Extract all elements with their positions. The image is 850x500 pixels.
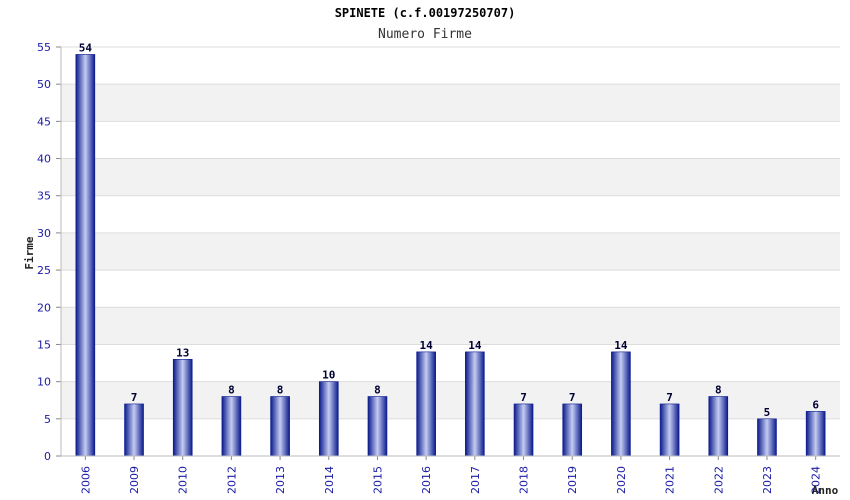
bar-2013 <box>270 396 290 457</box>
x-axis-ticks: 2006 2009 2010 2012 2013 2014 2015 2016 2017 2018… <box>79 456 823 494</box>
grid-band <box>61 232 840 271</box>
x-tick-label-2012: 2012 <box>225 466 238 494</box>
data-label-2012: 8 <box>228 384 235 397</box>
data-label-2017: 14 <box>468 339 482 352</box>
x-axis-label: Anno <box>812 484 839 497</box>
bar-2019 <box>562 403 583 457</box>
data-label-2020: 14 <box>614 339 628 352</box>
x-tick-label-2006: 2006 <box>79 466 92 494</box>
data-label-2021: 7 <box>666 391 673 404</box>
data-label-2006: 54 <box>79 41 93 54</box>
grid-bands <box>61 84 840 419</box>
x-tick-label-2021: 2021 <box>664 466 677 494</box>
bars <box>75 54 826 457</box>
x-tick-label-2020: 2020 <box>615 466 628 494</box>
chart-title: SPINETE (c.f.00197250707) <box>335 6 516 20</box>
x-tick-label-2013: 2013 <box>274 466 287 494</box>
bar-2006 <box>75 54 96 457</box>
y-tick-label: 15 <box>37 338 51 351</box>
x-tick-label-2014: 2014 <box>323 466 336 494</box>
y-tick-label: 45 <box>37 115 51 128</box>
bar-2012 <box>221 396 242 457</box>
bar-2020 <box>611 351 631 457</box>
data-label-2016: 14 <box>420 339 434 352</box>
x-tick-label-2010: 2010 <box>177 466 190 494</box>
grid-band <box>61 158 840 196</box>
data-label-2018: 7 <box>520 391 527 404</box>
data-label-2023: 5 <box>764 406 771 419</box>
x-tick-label-2018: 2018 <box>518 466 531 494</box>
data-label-2009: 7 <box>131 391 138 404</box>
chart-subtitle: Numero Firme <box>378 27 472 42</box>
data-label-2014: 10 <box>322 369 335 382</box>
y-tick-label: 10 <box>37 376 51 389</box>
data-label-2015: 8 <box>374 384 381 397</box>
grid-band <box>61 307 840 345</box>
bar-2009 <box>124 403 144 457</box>
bar-2017 <box>465 351 485 457</box>
data-label-2022: 8 <box>715 384 722 397</box>
y-tick-label: 40 <box>37 153 51 166</box>
bar-2024 <box>805 411 826 457</box>
grid-band <box>61 84 840 122</box>
bar-2016 <box>416 351 436 457</box>
data-label-2019: 7 <box>569 391 576 404</box>
data-label-2010: 13 <box>176 346 189 359</box>
x-tick-label-2024: 2024 <box>810 466 823 494</box>
bar-2010 <box>172 359 193 457</box>
x-tick-label-2019: 2019 <box>566 466 579 494</box>
y-tick-label: 50 <box>37 78 51 91</box>
x-tick-label-2022: 2022 <box>712 466 725 494</box>
bar-2022 <box>708 396 729 457</box>
y-axis-label: Firme <box>23 236 36 269</box>
y-tick-label: 20 <box>37 301 51 314</box>
y-axis-ticks: 0 5 10 15 20 25 30 35 40 45 50 55 <box>37 41 61 463</box>
data-labels: 54 7 13 8 8 10 8 14 14 7 7 14 7 8 5 6 <box>79 41 820 418</box>
x-tick-label-2009: 2009 <box>128 466 141 494</box>
y-tick-label: 55 <box>37 41 51 54</box>
data-label-2024: 6 <box>812 398 819 411</box>
y-tick-label: 30 <box>37 227 51 240</box>
y-tick-label: 0 <box>44 450 51 463</box>
y-tick-label: 5 <box>44 413 51 426</box>
bar-2021 <box>659 403 680 457</box>
x-tick-label-2023: 2023 <box>761 466 774 494</box>
x-tick-label-2017: 2017 <box>469 466 482 494</box>
bar-2023 <box>757 418 777 457</box>
bar-2014 <box>318 381 339 457</box>
y-tick-label: 25 <box>37 264 51 277</box>
bar-2018 <box>513 403 534 457</box>
x-tick-label-2015: 2015 <box>371 466 384 494</box>
bar-2015 <box>367 396 388 457</box>
x-tick-label-2016: 2016 <box>420 466 433 494</box>
data-label-2013: 8 <box>277 384 284 397</box>
grid-lines <box>61 46 840 457</box>
y-tick-label: 35 <box>37 190 51 203</box>
